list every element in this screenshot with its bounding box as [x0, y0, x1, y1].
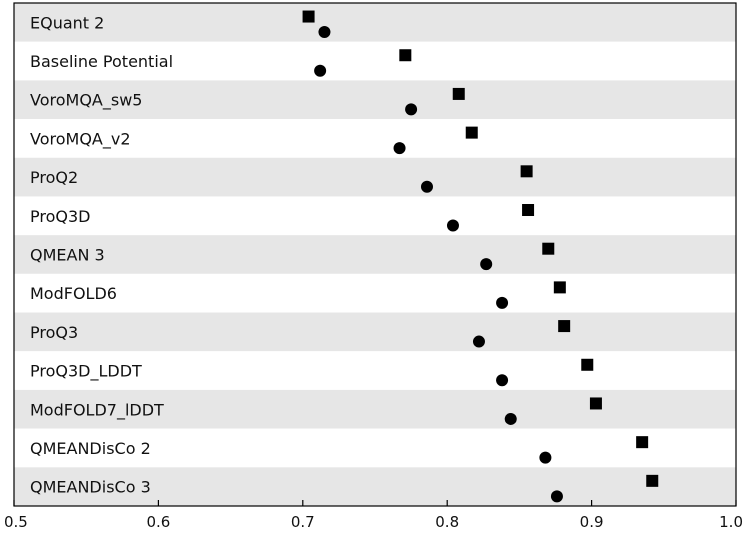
row-label: QMEANDisCo 2: [30, 439, 151, 458]
row-label: ModFOLD7_lDDT: [30, 400, 164, 420]
row-label: EQuant 2: [30, 13, 104, 32]
x-tick-label: 0.5: [4, 513, 28, 531]
circle-point: [446, 219, 459, 232]
row-label: QMEANDisCo 3: [30, 478, 151, 497]
row-band: [14, 467, 736, 506]
row-band: [14, 235, 736, 274]
circle-point: [504, 412, 517, 425]
x-tick-label: 0.6: [146, 513, 170, 531]
circle-point: [472, 335, 485, 348]
row-band: [14, 196, 736, 236]
row-band: [14, 80, 736, 120]
row-label: ProQ3: [30, 323, 78, 342]
circle-point: [420, 180, 433, 193]
circle-point: [539, 451, 552, 464]
row-band: [14, 351, 736, 390]
x-axis: 0.5 0.6 0.7 0.8 0.9 1.0: [4, 500, 743, 531]
x-tick-label: 1.0: [719, 513, 743, 531]
circle-point: [318, 26, 331, 39]
row-band: [14, 312, 736, 352]
row-band: [14, 157, 736, 197]
square-point: [542, 242, 555, 255]
row-label: QMEAN 3: [30, 246, 105, 265]
row-label: VoroMQA_sw5: [30, 91, 142, 111]
square-point: [452, 87, 465, 100]
square-point: [399, 49, 412, 62]
row-bands: [14, 3, 736, 506]
circle-point: [496, 296, 509, 309]
row-band: [14, 41, 736, 81]
row-band: [14, 428, 736, 468]
square-point: [520, 165, 533, 178]
square-point: [581, 358, 594, 371]
data-marks: [302, 10, 659, 503]
square-point: [646, 474, 659, 487]
x-tick-label: 0.7: [291, 513, 315, 531]
row-labels: EQuant 2 Baseline Potential VoroMQA_sw5 Vor…: [30, 13, 173, 496]
square-point: [302, 10, 315, 23]
square-point: [522, 204, 535, 217]
row-label: ProQ3D: [30, 207, 90, 226]
row-band: [14, 273, 736, 313]
square-point: [558, 320, 571, 333]
row-label: Baseline Potential: [30, 52, 173, 71]
row-band: [14, 119, 736, 158]
square-point: [636, 436, 649, 449]
x-tick-label: 0.9: [580, 513, 604, 531]
row-label: VoroMQA_v2: [30, 129, 131, 149]
row-label: ProQ3D_LDDT: [30, 362, 142, 382]
x-tick-label: 0.8: [435, 513, 459, 531]
square-point: [553, 281, 566, 294]
circle-point: [393, 142, 406, 155]
square-point: [589, 397, 602, 410]
circle-point: [496, 374, 509, 387]
row-band: [14, 3, 736, 42]
circle-point: [480, 258, 493, 271]
row-label: ModFOLD6: [30, 284, 117, 303]
row-band: [14, 389, 736, 429]
circle-point: [314, 64, 327, 77]
row-label: ProQ2: [30, 168, 78, 187]
circle-point: [405, 103, 418, 116]
plot-frame: [13, 2, 737, 507]
square-point: [465, 126, 478, 139]
circle-point: [550, 490, 563, 503]
